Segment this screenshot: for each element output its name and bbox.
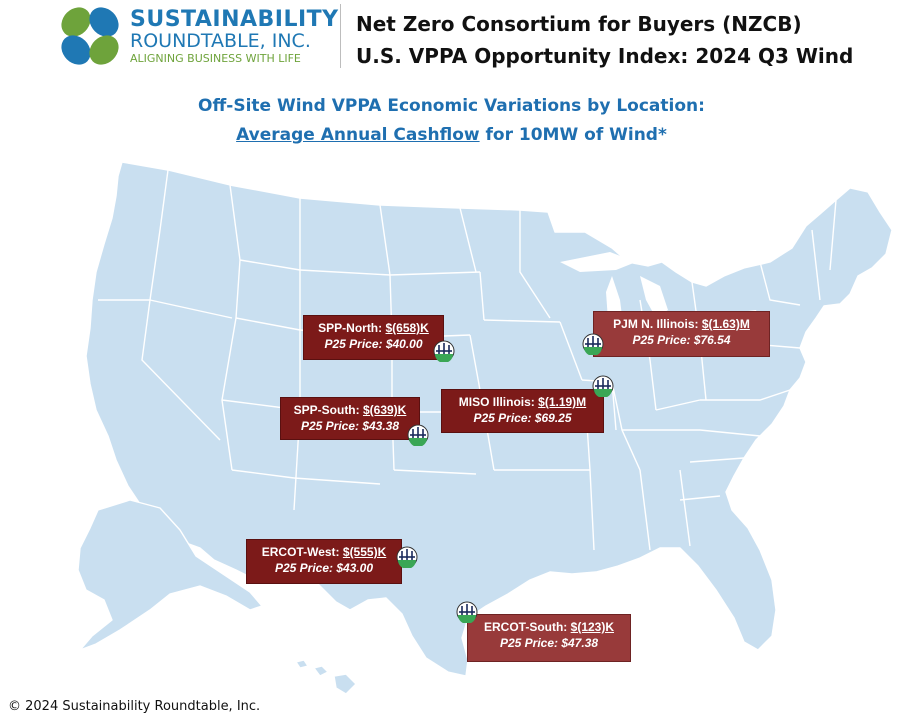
logo-line-2: ROUNDTABLE, INC. (130, 30, 311, 52)
location-box-ercot-south: ERCOT-South: $(123)K P25 Price: $47.38 (467, 614, 631, 662)
page-title: Net Zero Consortium for Buyers (NZCB) U.… (356, 8, 853, 72)
location-p25-price: P25 Price: $43.00 (274, 561, 374, 575)
location-name: MISO Illinois: (458, 395, 535, 409)
location-name: ERCOT-South: (483, 620, 568, 634)
location-p25-price: P25 Price: $40.00 (324, 337, 423, 351)
alaska-shape (77, 499, 263, 651)
location-cashflow: $(658)K (385, 321, 429, 335)
location-cashflow: $(123)K (570, 620, 615, 634)
location-box-pjm-n-illinois: PJM N. Illinois: $(1.63)M P25 Price: $76… (593, 311, 770, 357)
title-line-1: Net Zero Consortium for Buyers (NZCB) (356, 12, 802, 36)
location-p25-price: P25 Price: $76.54 (632, 333, 731, 347)
location-p25-price: P25 Price: $43.38 (300, 419, 400, 433)
hawaii-shape (295, 659, 357, 695)
subtitle-rest: for 10MW of Wind* (479, 125, 667, 145)
location-box-spp-south: SPP-South: $(639)K P25 Price: $43.38 (280, 397, 420, 440)
location-p25-price: P25 Price: $69.25 (473, 411, 572, 425)
wind-turbine-icon (582, 333, 604, 355)
title-line-2: U.S. VPPA Opportunity Index: 2024 Q3 Win… (356, 44, 854, 68)
header-divider (340, 4, 341, 68)
location-name: PJM N. Illinois: (613, 317, 699, 331)
subtitle-line-2: Average Annual Cashflow for 10MW of Wind… (0, 121, 903, 150)
map-subtitle: Off-Site Wind VPPA Economic Variations b… (0, 92, 903, 150)
location-name: ERCOT-West: (261, 545, 340, 559)
subtitle-underlined: Average Annual Cashflow (236, 125, 480, 145)
copyright-footer: © 2024 Sustainability Roundtable, Inc. (8, 699, 261, 714)
company-logo: SUSTAINABILITY ROUNDTABLE, INC. ALIGNING… (58, 4, 338, 68)
wind-turbine-icon (456, 601, 478, 623)
location-name: SPP-South: (293, 403, 360, 417)
location-cashflow: $(555)K (342, 545, 387, 559)
location-cashflow: $(639)K (362, 403, 407, 417)
location-cashflow: $(1.19)M (538, 395, 587, 409)
wind-turbine-icon (407, 424, 429, 446)
location-cashflow: $(1.63)M (701, 317, 750, 331)
logo-line-1: SUSTAINABILITY (130, 7, 339, 32)
wind-turbine-icon (592, 375, 614, 397)
location-box-ercot-west: ERCOT-West: $(555)K P25 Price: $43.00 (246, 539, 402, 584)
logo-tagline: ALIGNING BUSINESS WITH LIFE (130, 52, 301, 65)
wind-turbine-icon (433, 340, 455, 362)
location-p25-price: P25 Price: $47.38 (499, 636, 599, 650)
location-box-miso-illinois: MISO Illinois: $(1.19)M P25 Price: $69.2… (441, 389, 604, 433)
subtitle-line-1: Off-Site Wind VPPA Economic Variations b… (198, 96, 705, 116)
wind-turbine-icon (396, 546, 418, 568)
location-box-spp-north: SPP-North: $(658)K P25 Price: $40.00 (303, 315, 444, 360)
location-name: SPP-North: (318, 321, 383, 335)
leaf-logo-icon (61, 7, 119, 65)
